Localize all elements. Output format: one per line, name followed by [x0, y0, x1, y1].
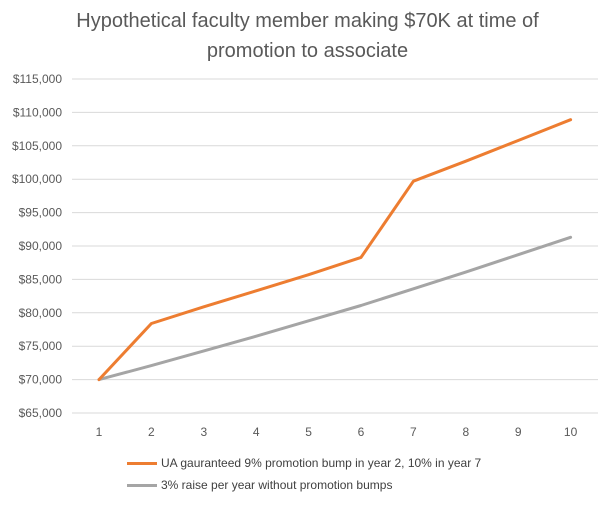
x-tick-label: 1	[96, 425, 103, 439]
legend-swatch-series-1	[127, 461, 157, 465]
y-tick-label: $105,000	[12, 139, 62, 153]
y-tick-label: $75,000	[19, 339, 63, 353]
x-tick-label: 6	[358, 425, 365, 439]
y-tick-label: $80,000	[19, 306, 63, 320]
legend-swatch-series-2	[127, 483, 157, 487]
y-tick-label: $90,000	[19, 239, 63, 253]
chart-title-line-1: Hypothetical faculty member making $70K …	[76, 10, 539, 32]
x-tick-label: 8	[462, 425, 469, 439]
series-line-1	[97, 118, 573, 382]
legend-item-series-2: 3% raise per year without promotion bump…	[127, 474, 481, 496]
y-tick-label: $110,000	[13, 105, 62, 119]
x-tick-label: 10	[564, 425, 578, 439]
y-tick-label: $70,000	[19, 373, 63, 387]
x-tick-label: 5	[305, 425, 312, 439]
legend: UA gauranteed 9% promotion bump in year …	[127, 452, 481, 496]
legend-item-series-1: UA gauranteed 9% promotion bump in year …	[127, 452, 481, 474]
chart-title: Hypothetical faculty member making $70K …	[0, 6, 615, 66]
y-tick-label: $115,000	[13, 72, 62, 86]
legend-label-series-2: 3% raise per year without promotion bump…	[161, 478, 393, 492]
y-tick-label: $100,000	[12, 172, 62, 186]
series-line-2	[97, 235, 573, 382]
chart-title-line-2: promotion to associate	[206, 40, 409, 62]
x-tick-label: 7	[410, 425, 417, 439]
y-tick-label: $85,000	[19, 272, 63, 286]
y-tick-label: $95,000	[19, 206, 63, 220]
legend-label-series-1: UA gauranteed 9% promotion bump in year …	[161, 456, 482, 470]
y-tick-label: $65,000	[19, 406, 63, 420]
x-tick-label: 9	[515, 425, 522, 439]
x-tick-label: 2	[148, 425, 155, 439]
x-tick-label: 3	[200, 425, 207, 439]
x-tick-label: 4	[253, 425, 260, 439]
